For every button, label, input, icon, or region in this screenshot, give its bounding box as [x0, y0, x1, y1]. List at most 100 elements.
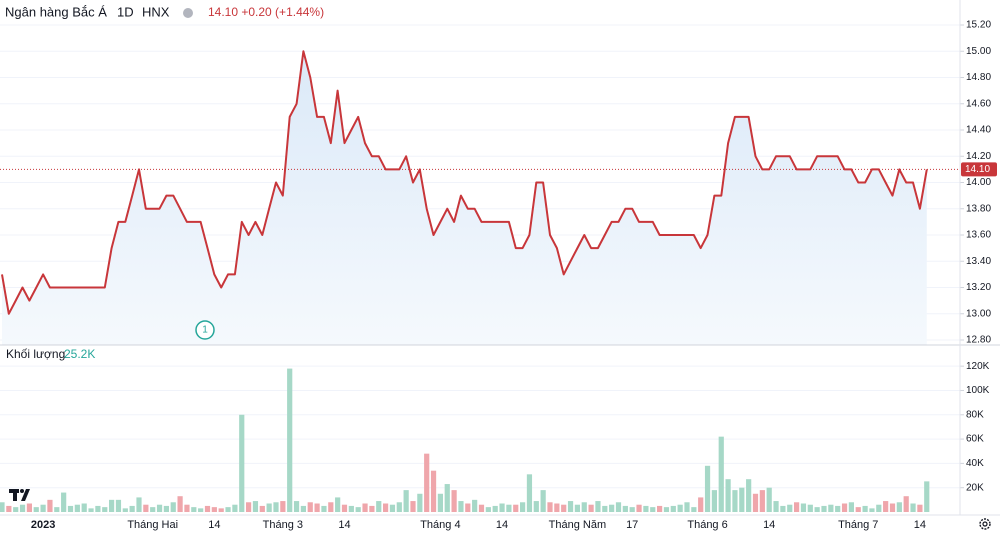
volume-bar	[889, 503, 896, 512]
interval[interactable]: 1D	[117, 4, 134, 19]
volume-bar	[61, 492, 67, 512]
volume-bar	[554, 503, 560, 512]
volume-bar	[520, 502, 526, 512]
volume-bar	[725, 479, 731, 512]
volume-bar	[246, 502, 252, 512]
y-tick-label: 13.60	[966, 230, 991, 241]
volume-bar	[581, 502, 587, 512]
x-tick-label: 14	[763, 519, 775, 531]
volume-bar	[430, 470, 437, 512]
volume-bar	[924, 481, 930, 512]
volume-bar	[609, 504, 615, 512]
volume-bar	[800, 503, 807, 512]
volume-bar	[156, 504, 163, 512]
volume-bar	[657, 505, 663, 512]
volume-bar	[239, 414, 245, 512]
volume-bar	[369, 505, 375, 512]
symbol-name[interactable]: Ngân hàng Bắc Á	[5, 4, 107, 19]
price-line	[1, 50, 928, 315]
last-price-box	[961, 162, 997, 177]
volume-bar	[232, 504, 238, 512]
y-tick-label: 60K	[966, 434, 984, 445]
x-tick-label: Tháng Năm	[549, 519, 606, 531]
volume-bar	[40, 504, 46, 512]
volume-bar	[109, 499, 115, 512]
volume-bar	[410, 501, 416, 512]
volume-bar	[417, 493, 423, 512]
quote: 14.10 +0.20 (+1.44%)	[208, 5, 324, 19]
x-tick-label: 14	[496, 519, 508, 531]
volume-bar	[362, 503, 368, 512]
volume-bar	[170, 502, 176, 512]
volume-bar	[252, 501, 259, 512]
volume-bar	[752, 493, 759, 512]
plot-area	[0, 50, 930, 512]
volume-bar	[204, 505, 211, 512]
volume-bar	[6, 505, 12, 512]
status-icon	[183, 8, 193, 18]
volume-bar	[47, 499, 53, 512]
x-tick-label: Tháng 3	[263, 519, 303, 531]
volume-bar	[835, 505, 841, 512]
volume-bar	[499, 503, 505, 512]
volume-bar	[903, 496, 909, 512]
volume-bar	[211, 507, 217, 512]
y-tick-label: 80K	[966, 409, 984, 420]
volume-bar	[869, 508, 875, 512]
volume-bar	[883, 501, 889, 512]
volume-bar	[287, 368, 293, 512]
volume-bar	[0, 502, 5, 512]
settings-icon[interactable]	[979, 518, 991, 530]
volume-bar	[129, 505, 135, 512]
logo[interactable]	[9, 489, 30, 501]
x-tick-label: 14	[338, 519, 350, 531]
volume-bar	[218, 508, 224, 512]
volume-bar	[506, 504, 512, 512]
volume-bar	[321, 505, 327, 512]
volume-bar	[424, 453, 430, 512]
x-tick-label: Tháng 6	[687, 519, 727, 531]
volume-bar	[540, 490, 546, 512]
volume-bar	[33, 507, 39, 512]
volume-bar	[437, 493, 443, 512]
volume-title: Khối lượng	[6, 347, 65, 361]
volume-bar	[458, 501, 464, 512]
volume-bar	[396, 502, 402, 512]
y-tick-label: 15.00	[966, 46, 991, 57]
exchange: HNX	[142, 4, 170, 19]
volume-bar	[81, 503, 87, 512]
volume-bar	[917, 504, 923, 512]
volume-bar	[821, 505, 827, 512]
volume-bar	[739, 487, 745, 512]
y-tick-label: 40K	[966, 458, 984, 469]
y-tick-label: 14.00	[966, 177, 991, 188]
last-price-label: 14.10	[965, 164, 990, 175]
volume-bar	[766, 487, 772, 512]
x-tick-label: Tháng Hai	[127, 519, 178, 531]
event-marker-label[interactable]: 1	[202, 325, 208, 336]
volume-bar	[191, 507, 197, 512]
volume-bar	[163, 505, 169, 512]
volume-bar	[780, 505, 786, 512]
event-marker[interactable]	[195, 320, 215, 340]
volume-bar	[259, 505, 265, 512]
volume-bar	[492, 505, 498, 512]
volume-bar	[300, 505, 306, 512]
volume-bar	[862, 505, 868, 512]
volume-bar	[403, 490, 409, 512]
y-tick-label: 20K	[966, 482, 984, 493]
volume-bar	[184, 504, 190, 512]
volume-bar	[663, 507, 670, 512]
price-area	[2, 51, 927, 345]
volume-bar	[472, 499, 478, 512]
volume-bar	[88, 508, 94, 512]
volume-bar	[855, 507, 861, 512]
volume-bar	[602, 505, 608, 512]
volume-bar	[629, 507, 635, 512]
volume-bar	[622, 505, 628, 512]
volume-bar	[794, 502, 800, 512]
volume-bar	[444, 484, 450, 512]
volume-bar	[383, 503, 389, 512]
volume-bar	[54, 507, 60, 512]
y-tick-label: 13.40	[966, 256, 991, 267]
